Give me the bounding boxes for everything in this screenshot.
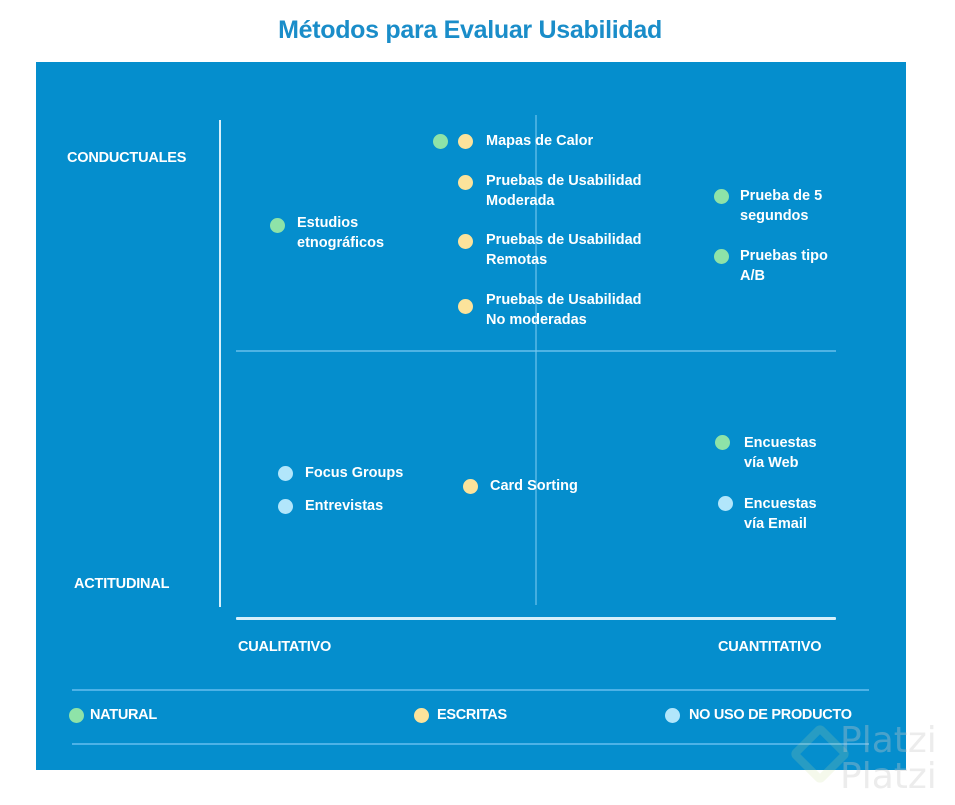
escritas-dot-icon	[463, 478, 478, 494]
natural-dot-icon	[433, 133, 448, 149]
method-label: Pruebas de Usabilidad Moderada	[486, 173, 642, 209]
natural-dot-icon	[69, 707, 84, 723]
no-uso-dot-icon	[665, 707, 680, 723]
method-pruebas-ab: Pruebas tipo A/B	[714, 246, 828, 286]
legend-escritas: ESCRITAS	[414, 707, 507, 723]
natural-dot-icon	[270, 218, 285, 233]
method-prueba-5-segundos: Prueba de 5 segundos	[714, 186, 822, 226]
legend-label: ESCRITAS	[437, 707, 507, 723]
method-label: Encuestas vía Web	[744, 435, 817, 471]
escritas-dot-icon	[414, 707, 429, 723]
method-label: Mapas de Calor	[486, 133, 594, 149]
method-label: Pruebas de Usabilidad No moderadas	[486, 292, 642, 328]
legend-natural: NATURAL	[69, 707, 157, 723]
escritas-dot-icon	[458, 133, 473, 149]
method-encuestas-web: Encuestas vía Web	[715, 433, 817, 473]
escritas-dot-icon	[458, 299, 473, 314]
y-axis-top-label: CONDUCTUALES	[67, 150, 187, 166]
natural-dot-icon	[714, 249, 729, 264]
method-pruebas-no-moderadas: Pruebas de Usabilidad No moderadas	[458, 290, 642, 330]
legend-label: NO USO DE PRODUCTO	[689, 707, 852, 723]
method-entrevistas: Entrevistas	[278, 496, 383, 516]
y-axis-bottom-label: ACTITUDINAL	[74, 576, 170, 592]
legend-bottom-divider	[72, 743, 869, 745]
method-label: Pruebas tipo A/B	[740, 248, 828, 284]
no-uso-dot-icon	[278, 465, 293, 481]
method-encuestas-email: Encuestas vía Email	[718, 494, 817, 534]
method-label: Entrevistas	[305, 498, 384, 514]
method-label: Card Sorting	[490, 478, 578, 494]
x-axis-right-label: CUANTITATIVO	[718, 639, 822, 655]
legend-label: NATURAL	[90, 707, 157, 723]
y-axis-line	[219, 120, 221, 607]
vertical-divider	[535, 115, 537, 605]
method-pruebas-remotas: Pruebas de Usabilidad Remotas	[458, 230, 642, 270]
natural-dot-icon	[714, 189, 729, 204]
method-label: Estudios etnográficos	[297, 215, 385, 251]
method-label: Encuestas vía Email	[744, 496, 817, 532]
method-pruebas-moderada: Pruebas de Usabilidad Moderada	[458, 171, 642, 211]
quadrant-panel	[36, 62, 906, 770]
x-axis-left-label: CUALITATIVO	[238, 639, 332, 655]
x-axis-line	[236, 617, 836, 620]
natural-dot-icon	[715, 435, 730, 450]
no-uso-dot-icon	[278, 498, 293, 514]
legend-no-uso-de-producto: NO USO DE PRODUCTO	[665, 707, 852, 723]
escritas-dot-icon	[458, 234, 473, 249]
method-label: Prueba de 5 segundos	[740, 188, 823, 224]
no-uso-dot-icon	[718, 496, 733, 511]
method-card-sorting: Card Sorting	[463, 476, 578, 496]
horizontal-divider	[236, 350, 836, 352]
method-label: Focus Groups	[305, 465, 404, 481]
method-label: Pruebas de Usabilidad Remotas	[486, 232, 642, 268]
method-mapas-de-calor: Mapas de Calor	[433, 131, 593, 151]
escritas-dot-icon	[458, 175, 473, 190]
page-title: Métodos para Evaluar Usabilidad	[278, 16, 662, 44]
method-focus-groups: Focus Groups	[278, 463, 403, 483]
method-estudios-etnograficos: Estudios etnográficos	[270, 213, 384, 253]
legend-top-divider	[72, 689, 869, 691]
